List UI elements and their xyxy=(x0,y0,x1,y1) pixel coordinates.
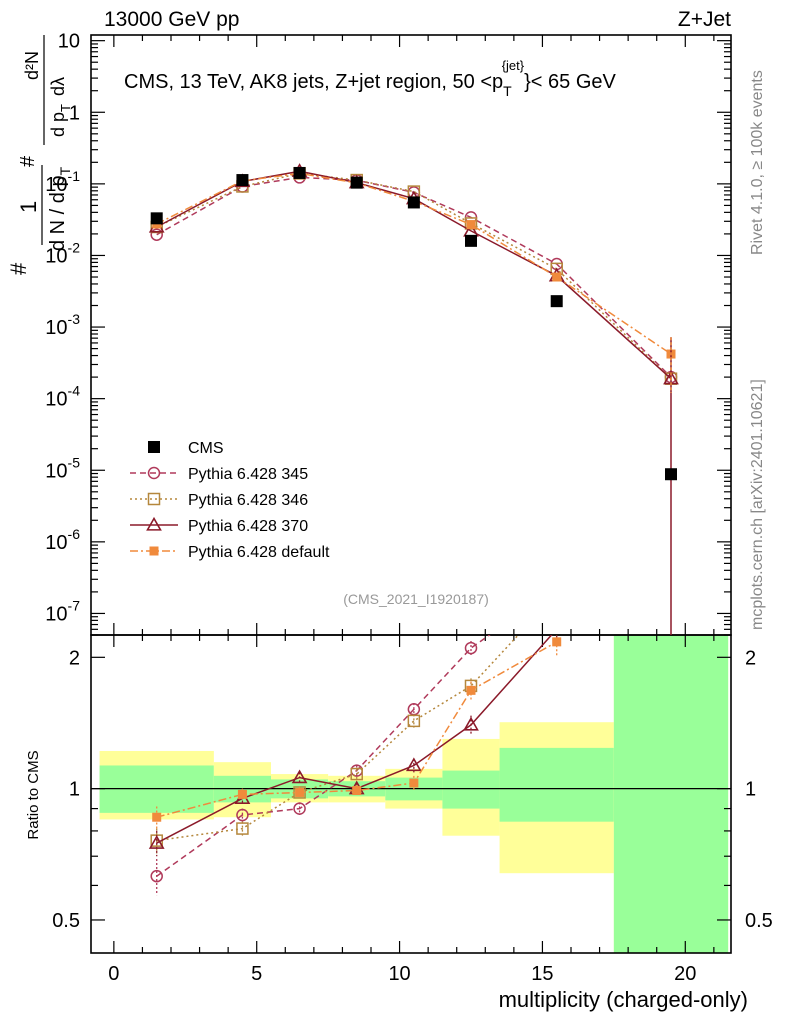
ratio-point-1-6 xyxy=(551,588,562,599)
svg-text:1: 1 xyxy=(16,201,41,213)
svg-text:#: # xyxy=(6,262,31,275)
y-tick-label-8: 10-7 xyxy=(45,597,80,625)
y-tick-label-6: 10-5 xyxy=(45,454,80,482)
cms-point-3 xyxy=(350,176,363,189)
ratio-point-2-6 xyxy=(550,623,563,634)
cms-point-1 xyxy=(236,174,249,187)
ratio-line-1 xyxy=(156,635,520,842)
ratio-point-1-1 xyxy=(236,822,249,835)
legend-label-4: Pythia 6.428 default xyxy=(188,544,330,561)
cms-point-5 xyxy=(465,234,477,247)
legend-marker-cms xyxy=(148,441,160,453)
ratio-point-0-2 xyxy=(293,802,306,815)
y-tick-label-2: 10-1 xyxy=(45,168,80,196)
y-tick-label-7: 10-6 xyxy=(45,526,80,554)
cms-point-4 xyxy=(407,196,420,209)
ratio-tick-label-right-2: 2 xyxy=(745,647,756,669)
y-axis-label: # 1 d N / d pT # d²N d pTdλ xyxy=(6,35,73,275)
ratio-tick-label-right-0.5: 0.5 xyxy=(745,910,773,932)
legend-label-3: Pythia 6.428 370 xyxy=(188,518,308,535)
cms-point-7 xyxy=(665,468,677,481)
svg-text:#: # xyxy=(17,155,39,167)
y-tick-label-3: 10-2 xyxy=(45,239,80,267)
legend: CMS Pythia 6.428 345 Pythia 6.428 346 Pythi… xyxy=(130,440,330,561)
cms-point-6 xyxy=(550,295,563,308)
chart-title: CMS, 13 TeV, AK8 jets, Z+jet region, 50 … xyxy=(124,58,617,99)
ratio-point-2-4 xyxy=(405,757,422,772)
ratio-point-0-0 xyxy=(150,869,163,883)
y-axis-ticks: 10 1 10-1 10-2 10-3 10-4 10-5 10-6 10-7 xyxy=(45,31,731,636)
cms-point-2 xyxy=(293,166,306,179)
y-tick-label-0: 10 xyxy=(58,31,80,53)
x-tick-label-5: 5 xyxy=(251,963,262,985)
ratio-point-3-3 xyxy=(352,786,362,796)
ratio-tick-label-left-0.5: 0.5 xyxy=(52,910,80,932)
side-label-top: Rivet 4.1.0, ≥ 100k events xyxy=(749,70,766,255)
x-tick-label-15: 15 xyxy=(531,963,553,985)
legend-label-0: CMS xyxy=(188,440,224,457)
main-point-3-6 xyxy=(552,272,562,282)
main-line-1 xyxy=(156,172,672,380)
legend-marker-4 xyxy=(149,546,159,556)
y-tick-label-4: 10-3 xyxy=(45,311,80,339)
band-inner-5 xyxy=(442,770,500,809)
header-left: 13000 GeV pp xyxy=(104,8,239,31)
ratio-point-1-3 xyxy=(350,767,363,781)
legend-marker-1 xyxy=(147,466,161,480)
uncertainty-bands xyxy=(91,635,731,953)
ratio-point-3-1 xyxy=(237,789,247,799)
ratio-point-0-6 xyxy=(551,581,562,592)
ratio-point-3-4 xyxy=(409,778,419,788)
svg-text:d pTdλ: d pTdλ xyxy=(48,77,73,137)
main-point-0-0 xyxy=(150,228,163,241)
band-inner-6 xyxy=(499,747,614,822)
x-axis-label: multiplicity (charged-only) xyxy=(499,987,748,1012)
legend-marker-2 xyxy=(147,492,161,506)
main-point-3-5 xyxy=(466,220,476,230)
analysis-watermark: (CMS_2021_I1920187) xyxy=(343,591,489,607)
ratio-tick-label-left-2: 2 xyxy=(69,647,80,669)
ratio-axis-ticks: 0.5 0.5 1 1 2 2 xyxy=(52,647,773,932)
ratio-point-2-5 xyxy=(463,716,479,731)
svg-text:d N / d pT: d N / d pT xyxy=(47,166,73,251)
main-line-3 xyxy=(156,172,672,355)
ratio-point-0-5 xyxy=(464,641,478,655)
legend-marker-3 xyxy=(146,516,162,531)
ratio-frame xyxy=(90,634,732,954)
x-tick-label-20: 20 xyxy=(674,963,696,985)
legend-label-1: Pythia 6.428 345 xyxy=(188,466,308,483)
side-label-bottom: mcplots.cern.ch [arXiv:2401.10621] xyxy=(749,379,766,630)
x-axis-ticks: 0 5 10 15 20 xyxy=(108,35,715,985)
ratio-tick-label-left-1: 1 xyxy=(69,779,80,801)
header-right: Z+Jet xyxy=(678,8,731,31)
ratio-point-3-5 xyxy=(466,685,476,695)
ratio-tick-label-right-1: 1 xyxy=(745,779,756,801)
x-tick-label-0: 0 xyxy=(108,963,119,985)
ratio-clip-group xyxy=(148,581,563,896)
ratio-point-3-6 xyxy=(552,637,562,647)
main-series xyxy=(148,163,679,635)
y-tick-label-1: 1 xyxy=(69,102,80,124)
ratio-point-3-2 xyxy=(295,787,305,797)
ratio-point-0-1 xyxy=(236,808,249,822)
ratio-series xyxy=(148,581,563,896)
main-frame xyxy=(90,34,732,636)
legend-label-2: Pythia 6.428 346 xyxy=(188,492,308,509)
x-tick-label-10: 10 xyxy=(388,963,410,985)
ratio-point-2-2 xyxy=(291,769,308,784)
ratio-point-2-0 xyxy=(148,835,165,849)
svg-text:d²N: d²N xyxy=(22,51,42,80)
cms-point-0 xyxy=(150,212,163,225)
ratio-point-3-0 xyxy=(152,812,162,822)
ratio-y-label: Ratio to CMS xyxy=(25,750,42,839)
band-inner-7 xyxy=(613,635,729,953)
y-tick-label-5: 10-4 xyxy=(45,383,80,411)
ratio-point-1-4 xyxy=(407,714,421,728)
